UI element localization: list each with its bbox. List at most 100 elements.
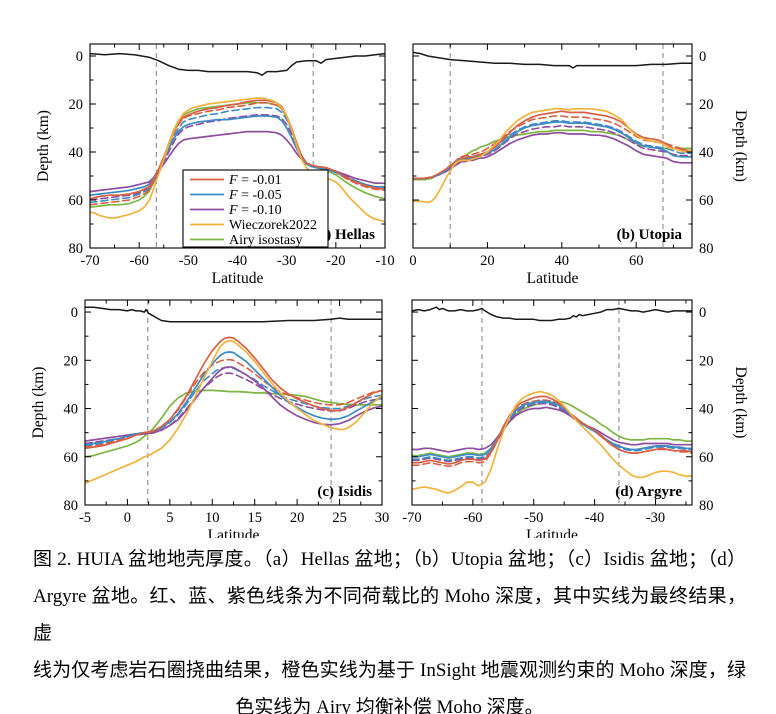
axis-tick-label: 40 xyxy=(64,402,79,418)
axis-tick-label: -40 xyxy=(228,253,247,269)
axes-box xyxy=(412,43,693,249)
series-f-0-10 xyxy=(412,406,692,453)
series-f-0-05-flexure-only xyxy=(413,120,692,180)
axis-tick-label: 80 xyxy=(69,241,84,257)
series-f-0-10 xyxy=(413,131,692,180)
panel-a: -70 -60 -50 -40 -30 -20 -10 0 20 40 60 80 Depth (km)… xyxy=(35,43,395,287)
legend-label-f-0-10: F = -0.10 xyxy=(228,203,282,218)
legend-box xyxy=(182,169,329,248)
series-wieczorek2022 xyxy=(90,97,385,223)
series-airy-isostasy xyxy=(85,389,382,458)
axis-tick-label: -40 xyxy=(585,510,604,526)
axis-tick-label: 20 xyxy=(699,97,714,113)
axis-tick-label: 40 xyxy=(555,253,570,269)
axis-tick-label: 60 xyxy=(64,450,79,466)
series-topography xyxy=(85,306,382,323)
axis-tick-label: 0 xyxy=(71,305,78,321)
x-axis-label: Latitude xyxy=(527,270,579,287)
panel-c: -5 0 5 10 15 20 25 30 0 20 40 60 80 Depth (km) Latitud… xyxy=(30,299,390,538)
axis-tick-label: -60 xyxy=(129,253,148,269)
axis-tick-label: 0 xyxy=(124,510,131,526)
series-topography xyxy=(90,52,385,76)
axis-tick-label: 80 xyxy=(64,498,79,514)
series-f-0-10-flexure-only xyxy=(85,372,382,445)
axis-tick-label: 5 xyxy=(166,510,173,526)
axis-tick-label: 0 xyxy=(699,49,706,65)
legend-label-f-0-05: F = -0.05 xyxy=(228,188,282,203)
x-axis-label: Latitude xyxy=(212,270,264,287)
axis-tick-label: 60 xyxy=(69,193,84,209)
series-f-0-05 xyxy=(85,351,382,446)
axis-tick-label: 0 xyxy=(699,305,706,321)
axis-tick-label: 40 xyxy=(699,145,714,161)
panel-d: -70 -60 -50 -40 -30 0 20 40 60 80 Depth (km) Latitu… xyxy=(402,299,749,538)
axis-tick-label: 40 xyxy=(699,402,714,418)
panel-label-a: (a) Hellas xyxy=(314,227,375,243)
axes-box xyxy=(411,299,693,506)
axis-tick-label: 20 xyxy=(699,353,714,369)
figure-caption: 图 2. HUIA 盆地地壳厚度。（a）Hellas 盆地；（b）Utopia … xyxy=(33,541,746,714)
axis-tick-label: 80 xyxy=(699,241,714,257)
axis-tick-label: 60 xyxy=(699,193,714,209)
axis-tick-label: 80 xyxy=(699,498,714,514)
axis-tick-label: -5 xyxy=(79,510,91,526)
panel-label-b: (b) Utopia xyxy=(617,227,683,243)
panel-label-c: (c) Isidis xyxy=(317,484,372,500)
series-f-0-01 xyxy=(90,99,385,200)
axis-tick-label: 15 xyxy=(247,510,262,526)
legend-label-f-0-01: F = -0.01 xyxy=(228,173,282,188)
legend: F = -0.01F = -0.05F = -0.10Wieczorek2022… xyxy=(182,169,329,248)
axis-tick-label: -20 xyxy=(326,253,345,269)
axis-tick-label: 30 xyxy=(375,510,390,526)
series-f-0-10-flexure-only xyxy=(412,402,692,463)
series-f-0-05 xyxy=(412,400,692,459)
y-axis-label: Depth (km) xyxy=(35,110,52,182)
caption-line-3: 线为仅考虑岩石圈挠曲结果，橙色实线为基于 InSight 地震观测约束的 Moh… xyxy=(33,660,746,681)
axis-tick-label: -60 xyxy=(463,510,482,526)
axes-box xyxy=(84,299,383,506)
axis-tick-label: 20 xyxy=(64,353,79,369)
series-wieczorek2022 xyxy=(85,339,382,485)
axis-tick-label: -50 xyxy=(524,510,543,526)
y-axis-label: Depth (km) xyxy=(732,367,749,439)
axis-tick-label: 25 xyxy=(332,510,347,526)
y-axis-label: Depth (km) xyxy=(732,110,749,182)
legend-label-wieczorek2022: Wieczorek2022 xyxy=(229,218,317,233)
axis-tick-label: -10 xyxy=(375,253,394,269)
axis-tick-label: -70 xyxy=(80,253,99,269)
axis-tick-label: 20 xyxy=(480,253,495,269)
axis-tick-label: 40 xyxy=(69,145,84,161)
series-wieczorek2022 xyxy=(413,107,692,204)
panel-b: 0 20 40 60 0 20 40 60 80 Depth (km) Latitude (b) Ut… xyxy=(409,43,749,287)
axis-tick-label: -50 xyxy=(179,253,198,269)
legend-label-airy-isostasy: Airy isostasy xyxy=(229,233,303,248)
x-axis-label: Latitude xyxy=(208,527,260,538)
axis-tick-label: -30 xyxy=(277,253,296,269)
caption-line-2: Argyre 盆地。红、蓝、紫色线条为不同荷载比的 Moho 深度，其中实线为最… xyxy=(33,586,746,644)
axis-tick-label: 10 xyxy=(205,510,220,526)
series-f-0-10-flexure-only xyxy=(413,124,692,180)
x-axis-label: Latitude xyxy=(526,527,578,538)
axis-tick-label: 20 xyxy=(290,510,305,526)
series-wieczorek2022 xyxy=(412,390,692,494)
series-topography xyxy=(412,306,692,322)
caption-line-1: 图 2. HUIA 盆地地壳厚度。（a）Hellas 盆地；（b）Utopia … xyxy=(33,549,746,570)
series-f-0-01 xyxy=(85,336,382,450)
series-f-0-01-flexure-only xyxy=(412,399,692,468)
y-axis-label: Depth (km) xyxy=(30,367,47,439)
axis-tick-label: 0 xyxy=(409,253,416,269)
axis-tick-label: 60 xyxy=(629,253,644,269)
caption-line-4: 色实线为 Airy 均衡补偿 Moho 深度。 xyxy=(235,697,544,714)
axis-tick-label: 20 xyxy=(69,97,84,113)
panel-label-d: (d) Argyre xyxy=(615,484,682,500)
axis-tick-label: 60 xyxy=(699,450,714,466)
series-f-0-05 xyxy=(90,115,385,197)
series-topography xyxy=(413,51,692,69)
series-f-0-05-flexure-only xyxy=(412,401,692,462)
axis-tick-label: -70 xyxy=(402,510,421,526)
axis-tick-label: 0 xyxy=(76,49,83,65)
axis-tick-label: -30 xyxy=(646,510,665,526)
series-f-0-01 xyxy=(412,395,692,465)
